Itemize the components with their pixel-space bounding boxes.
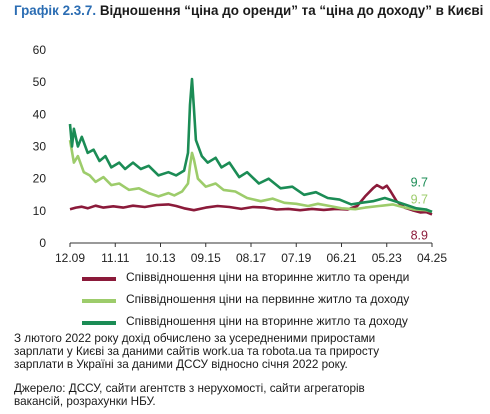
x-tick-label: 05.23 <box>372 251 402 265</box>
y-tick-label: 0 <box>39 236 46 250</box>
note-line: зарплати в Україні за даними ДССУ віднос… <box>14 358 348 371</box>
series-line <box>69 183 433 216</box>
legend-label: Співвідношення ціни на вторинне житло та… <box>126 270 410 284</box>
x-tick-label: 11.11 <box>101 251 130 265</box>
line-chart: 0 10 20 30 40 50 60 12.09 11.11 10.13 09.15 08.17 07… <box>33 43 448 265</box>
chart-title: Графік 2.3.7. Відношення “ціна до оренди… <box>14 3 484 18</box>
legend-swatch <box>82 299 116 303</box>
y-tick-label: 30 <box>33 140 47 154</box>
legend-swatch <box>82 277 116 281</box>
x-tick-label: 06.21 <box>326 251 356 265</box>
y-tick-label: 10 <box>33 204 47 218</box>
legend-label: Співвідношення ціни на первинне житло та… <box>126 292 410 306</box>
y-tick-label: 20 <box>33 172 47 186</box>
chart-title-text: Відношення “ціна до оренди” та “ціна до … <box>99 3 484 18</box>
series-line <box>68 139 433 214</box>
series-line <box>68 77 433 214</box>
chart-note: З лютого 2022 року дохід обчислено за ус… <box>14 332 480 371</box>
note-line: зарплати у Києві за даними сайтів work.u… <box>14 345 380 358</box>
x-tick-label: 08.17 <box>236 251 266 265</box>
x-tick-label: 12.09 <box>55 251 85 265</box>
source-line: вакансій, розрахунки НБУ. <box>14 395 156 408</box>
chart-source: Джерело: ДССУ, сайти агентств з нерухомо… <box>14 382 480 408</box>
legend-swatch <box>82 321 116 325</box>
x-tick-label: 10.13 <box>145 251 175 265</box>
y-tick-label: 40 <box>33 107 47 121</box>
end-value-label: 9.7 <box>411 175 428 189</box>
legend-label: Співвідношення ціни на вторинне житло та… <box>126 314 408 328</box>
y-tick-label: 60 <box>33 43 47 57</box>
end-value-label: 9.7 <box>411 192 428 206</box>
source-line: Джерело: ДССУ, сайти агентств з нерухомо… <box>14 382 365 395</box>
x-tick-label: 07.19 <box>281 251 311 265</box>
x-tick-label: 04.25 <box>417 251 447 265</box>
note-line: З лютого 2022 року дохід обчислено за ус… <box>14 332 376 345</box>
end-value-label: 8.9 <box>411 228 428 242</box>
x-tick-label: 09.15 <box>191 251 221 265</box>
y-tick-label: 50 <box>33 75 47 89</box>
chart-number: Графік 2.3.7. <box>14 3 97 18</box>
